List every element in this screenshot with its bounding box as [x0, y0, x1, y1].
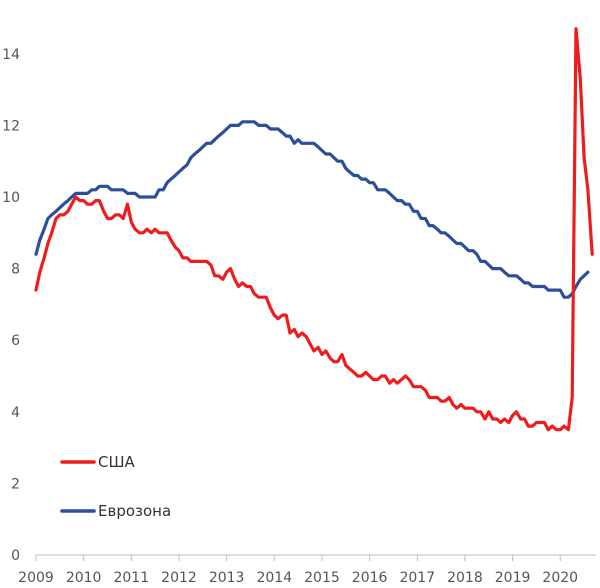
x-tick-label: 2017 — [399, 570, 435, 586]
y-tick-label: 14 — [2, 47, 20, 63]
x-tick-label: 2016 — [352, 570, 388, 586]
legend-label-usa: США — [98, 453, 136, 471]
x-tick-label: 2015 — [304, 570, 340, 586]
x-tick-label: 2012 — [161, 570, 197, 586]
x-tick-label: 2018 — [447, 570, 483, 586]
y-tick-label: 12 — [2, 118, 20, 134]
x-axis: 2009 2010 2011 2012 2013 2014 2015 2016 2017 2018… — [18, 554, 596, 586]
y-tick-label: 2 — [11, 476, 20, 492]
y-axis: 0 2 4 6 8 10 12 14 — [2, 47, 20, 564]
y-tick-label: 10 — [2, 190, 20, 206]
y-tick-label: 8 — [11, 262, 20, 278]
series-line-usa — [34, 27, 594, 432]
legend-label-eurozone: Еврозона — [98, 502, 171, 520]
legend-item-eurozone: Еврозона — [60, 502, 171, 520]
x-tick-label: 2014 — [256, 570, 292, 586]
x-tick-label: 2011 — [113, 570, 149, 586]
x-tick-label: 2013 — [209, 570, 245, 586]
legend-item-usa: США — [60, 453, 136, 471]
y-tick-label: 4 — [11, 405, 20, 421]
x-tick-label: 2019 — [495, 570, 531, 586]
y-tick-label: 6 — [11, 333, 20, 349]
series-line-eurozone — [34, 120, 590, 299]
legend: США Еврозона — [60, 453, 171, 520]
x-tick-label: 2010 — [66, 570, 102, 586]
y-tick-label: 0 — [11, 548, 20, 564]
series-lines — [34, 27, 594, 432]
x-tick-label: 2020 — [542, 570, 578, 586]
x-tick-label: 2009 — [18, 570, 54, 586]
